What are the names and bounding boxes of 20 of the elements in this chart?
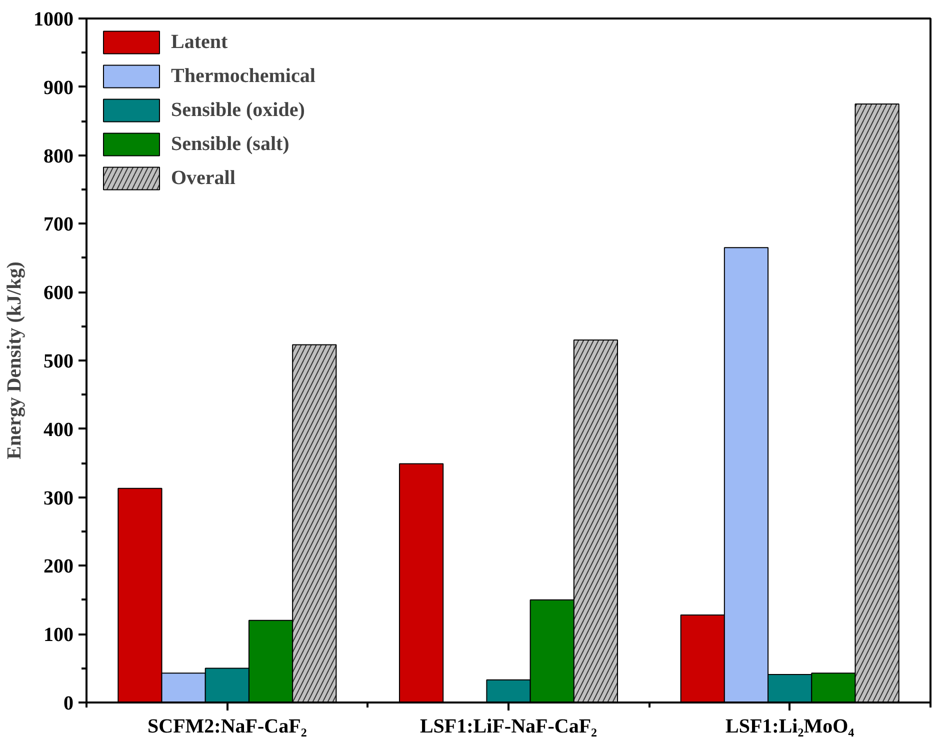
y-tick-label: 300 — [44, 487, 74, 510]
legend-label: Overall — [171, 166, 236, 190]
y-tick-label: 0 — [64, 692, 74, 714]
y-tick-label: 100 — [44, 624, 74, 646]
legend-label: Sensible (oxide) — [171, 98, 305, 122]
y-tick-label: 900 — [44, 76, 74, 99]
y-tick-label: 400 — [44, 418, 74, 441]
y-tick-label: 1000 — [34, 8, 74, 30]
legend-label: Sensible (salt) — [171, 132, 290, 156]
legend-label: Latent — [171, 30, 228, 54]
y-tick-label: 700 — [44, 214, 74, 236]
y-tick-label: 800 — [44, 145, 74, 168]
y-tick-label: 200 — [44, 556, 74, 578]
y-tick-label: 600 — [44, 282, 74, 304]
x-tick-label: LSF1:LiF-NaF-CaF₂ — [420, 716, 598, 738]
x-tick-label: LSF1:Li₂MoO₄ — [726, 716, 854, 738]
x-tick-label: SCFM2:NaF-CaF₂ — [148, 716, 307, 738]
y-axis-title: Energy Density (kJ/kg) — [4, 262, 26, 460]
y-tick-label: 500 — [44, 350, 74, 372]
legend-label: Thermochemical — [171, 64, 316, 88]
